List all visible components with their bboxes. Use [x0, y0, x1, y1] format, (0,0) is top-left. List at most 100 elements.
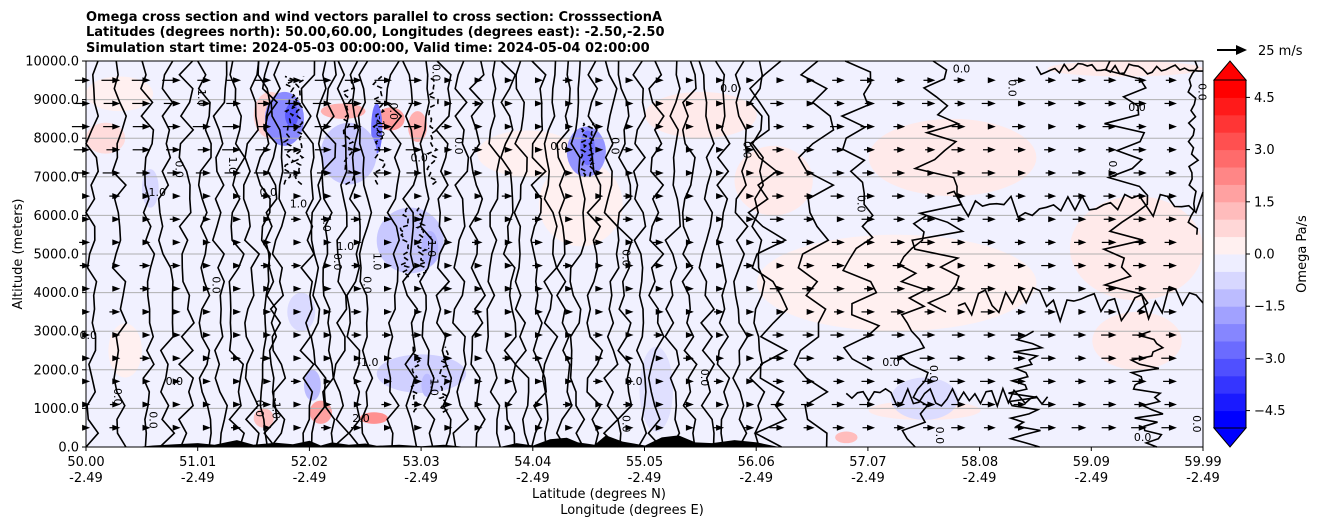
contour-label: 0.0 [331, 253, 344, 271]
wind-vector-arrow [957, 355, 966, 362]
wind-vector-arrow [1017, 146, 1026, 153]
wind-vector-arrow [867, 378, 876, 385]
wind-vector-arrow [746, 169, 755, 176]
wind-vector-arrow [172, 262, 181, 269]
wind-vector-arrow [353, 239, 362, 246]
zero-contour-line [911, 60, 965, 313]
wind-vector-arrow [1017, 355, 1026, 362]
zero-contour-line [530, 60, 548, 448]
wind-vector-arrow [112, 378, 121, 385]
wind-vector-arrow [867, 146, 876, 153]
wind-vector-arrow [1168, 239, 1177, 246]
wind-vector-arrow [806, 239, 815, 246]
wind-vector-arrow [1017, 332, 1026, 339]
x-tick-latitude-label: 52.02 [291, 455, 328, 470]
wind-vector-arrow [1138, 424, 1147, 431]
wind-vector-arrow [595, 355, 604, 362]
wind-vector-arrow [414, 77, 423, 84]
wind-vector-arrow [776, 308, 785, 315]
wind-vector-arrow [685, 193, 694, 200]
wind-vector-arrow [263, 285, 272, 292]
colorbar-segment [1214, 410, 1246, 429]
wind-vector-arrow [323, 216, 332, 223]
wind-vector-arrow [293, 378, 302, 385]
colorbar: 4.5 3.0 1.5 0.0 −1.5 −3.0 −4.5 Omega Pa/s [1212, 60, 1310, 448]
colorbar-segment [1214, 306, 1246, 325]
colorbar-segment [1214, 236, 1246, 255]
wind-vector-arrow [504, 378, 513, 385]
wind-vector-arrow [957, 169, 966, 176]
wind-vector-arrow [716, 378, 725, 385]
contour-label: 0.0 [452, 137, 465, 155]
wind-vector-arrow [323, 239, 332, 246]
wind-vector-arrow [353, 308, 362, 315]
y-tick-label: 2000.0 [34, 363, 80, 378]
wind-vector-arrow [172, 378, 181, 385]
wind-vector-arrow [1078, 378, 1087, 385]
x-tick-latitude-label: 56.06 [738, 455, 775, 470]
colorbar-segment [1214, 114, 1246, 133]
wind-vector-arrow [685, 169, 694, 176]
wind-vector-arrow [565, 355, 574, 362]
contour-label: 0.0 [260, 186, 278, 199]
wind-vector-arrow [112, 355, 121, 362]
wind-vector-arrow [323, 401, 332, 408]
wind-vector-arrow [534, 355, 543, 362]
wind-vector-arrow [293, 239, 302, 246]
positive-omega-region [645, 91, 757, 139]
wind-vector-arrow [836, 77, 845, 84]
wind-vector-arrow [414, 378, 423, 385]
contour-label: 0.0 [953, 63, 971, 76]
wind-vector-arrow [957, 378, 966, 385]
zero-contour-line [1035, 62, 1203, 76]
wind-vector-arrow [776, 262, 785, 269]
wind-vector-arrow [172, 169, 181, 176]
contour-label: -1.0 [357, 356, 378, 369]
wind-vector-arrow [716, 262, 725, 269]
wind-vector-arrow [867, 355, 876, 362]
wind-vector-arrow [1078, 401, 1087, 408]
wind-vector-arrow [685, 239, 694, 246]
wind-vector-arrow [112, 169, 121, 176]
wind-vector-arrow [142, 169, 151, 176]
wind-vector-arrow [565, 77, 574, 84]
wind-vector-arrow [202, 100, 211, 107]
wind-vector-arrow [625, 193, 634, 200]
wind-vector-arrow [1108, 239, 1117, 246]
contour-label: 0.0 [360, 276, 373, 294]
wind-vector-arrow [655, 378, 664, 385]
contour-label: 1.0 [370, 253, 383, 271]
wind-vector-arrow [655, 355, 664, 362]
wind-vector-arrow [444, 123, 453, 130]
wind-vector-arrow [685, 146, 694, 153]
negative-omega-region [376, 354, 467, 393]
x-tick-latitude-label: 58.08 [961, 455, 998, 470]
wind-vector-arrow [1017, 123, 1026, 130]
wind-vector-arrow [233, 262, 242, 269]
zero-contour-line [85, 60, 100, 448]
contour-label: 0.0 [620, 415, 633, 433]
wind-vector-arrow [1138, 169, 1147, 176]
zero-contour-line [586, 60, 604, 448]
wind-vector-arrow [1138, 123, 1147, 130]
wind-vector-arrow [987, 401, 996, 408]
wind-vector-arrow [323, 355, 332, 362]
positive-omega-region [835, 431, 858, 444]
wind-vector-arrow [625, 123, 634, 130]
wind-vector-arrow [414, 146, 423, 153]
wind-vector-arrow [142, 216, 151, 223]
wind-vector-arrow [595, 424, 604, 431]
wind-vector-arrow [565, 146, 574, 153]
zero-contour-line [435, 60, 453, 448]
wind-vector-arrow [867, 216, 876, 223]
contour-label: 1.0 [337, 240, 355, 253]
wind-vector-arrow [323, 123, 332, 130]
wind-vector-arrow [927, 308, 936, 315]
wind-vector-arrow [474, 285, 483, 292]
x-tick-longitude-label: -2.49 [69, 471, 103, 486]
wind-vector-arrow [746, 77, 755, 84]
wind-vector-arrow [504, 216, 513, 223]
wind-vector-arrow [172, 239, 181, 246]
contour-label: -1.0 [270, 398, 283, 419]
